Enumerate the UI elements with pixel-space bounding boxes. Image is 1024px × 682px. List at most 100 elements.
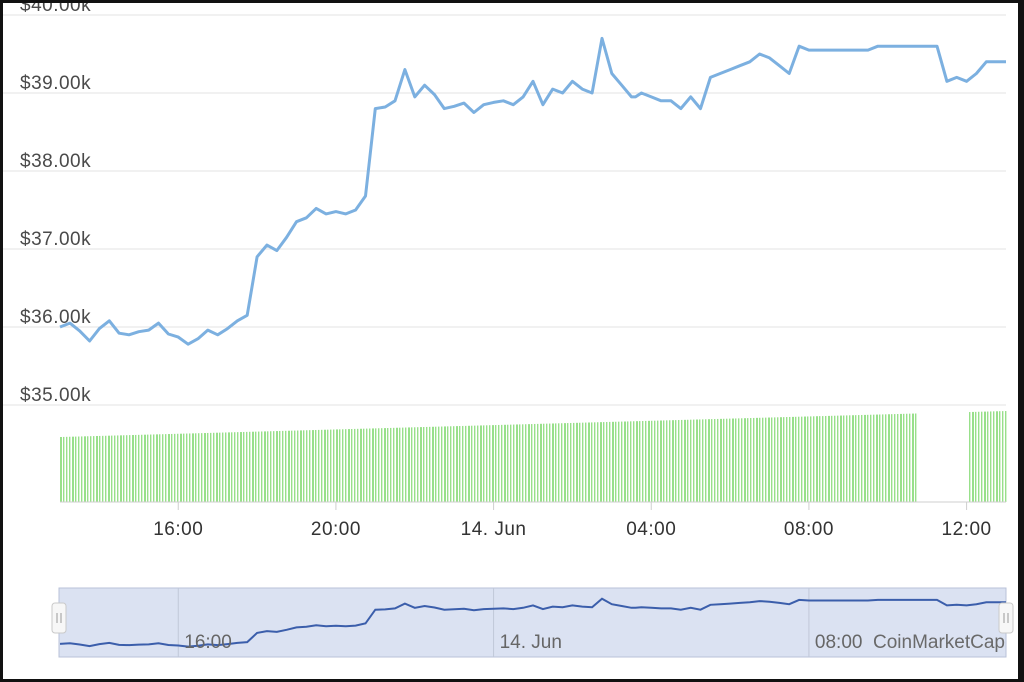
y-tick-label: $38.00k (20, 151, 91, 172)
volume-bar (876, 414, 878, 502)
volume-bar (81, 436, 83, 502)
volume-bar (297, 430, 299, 502)
volume-bar (282, 430, 284, 502)
volume-bar (846, 415, 848, 502)
volume-bar (786, 417, 788, 502)
volume-bar (171, 433, 173, 502)
volume-bar (234, 432, 236, 502)
navigator-ticks: 16:00 14. Jun 08:00 (184, 632, 862, 653)
volume-bar (546, 423, 548, 502)
volume-bar (615, 421, 617, 502)
volume-bar (333, 429, 335, 502)
volume-bar (816, 416, 818, 502)
volume-bar (366, 428, 368, 502)
volume-bar (207, 432, 209, 502)
volume-bar (738, 418, 740, 502)
volume-bar (411, 427, 413, 502)
y-tick-label: $35.00k (20, 385, 91, 406)
volume-bar (375, 428, 377, 502)
volume-bar (975, 411, 977, 502)
volume-bar (597, 422, 599, 502)
volume-bar (69, 436, 71, 502)
volume-bar (420, 427, 422, 502)
y-axis-ticks: $35.00k $36.00k $37.00k $38.00k $39.00k $40.0… (20, 0, 91, 406)
volume-bar (648, 420, 650, 502)
volume-bar (126, 435, 128, 502)
y-tick-label: $39.00k (20, 73, 91, 94)
volume-bar (558, 423, 560, 502)
volume-bar (447, 426, 449, 502)
volume-bar (885, 414, 887, 502)
volume-bar (312, 430, 314, 502)
volume-bar (714, 419, 716, 502)
volume-bar (510, 424, 512, 502)
time-navigator[interactable]: 16:00 14. Jun 08:00 (51, 587, 1014, 658)
volume-bar (195, 433, 197, 502)
volume-bar (645, 420, 647, 502)
volume-bar (765, 417, 767, 502)
volume-bar (75, 436, 77, 502)
y-tick-label: $36.00k (20, 307, 91, 328)
y-gridlines (0, 14, 1006, 406)
volume-bar (711, 419, 713, 502)
volume-bar (693, 419, 695, 502)
volume-bar (735, 418, 737, 502)
volume-bar (795, 416, 797, 502)
volume-bar (123, 435, 125, 502)
volume-bar (759, 417, 761, 502)
volume-bar (1005, 411, 1007, 502)
volume-bar (357, 428, 359, 502)
navigator-left-handle[interactable] (51, 602, 67, 634)
volume-bar (861, 414, 863, 502)
volume-bar (888, 414, 890, 502)
volume-bar (468, 425, 470, 502)
volume-bar (858, 415, 860, 502)
volume-bar (609, 421, 611, 502)
volume-bar (726, 418, 728, 502)
volume-bar (291, 430, 293, 502)
volume-bar (717, 418, 719, 502)
volume-bar (882, 414, 884, 502)
volume-bar (162, 434, 164, 502)
volume-bar (591, 422, 593, 502)
volume-bar (708, 419, 710, 502)
volume-bar (804, 416, 806, 502)
volume-bar (552, 423, 554, 502)
volume-bar (246, 431, 248, 502)
volume-bar (555, 423, 557, 502)
volume-bar (315, 429, 317, 502)
x-tick-label: 16:00 (153, 519, 203, 540)
volume-bar (618, 421, 620, 502)
volume-bar (900, 413, 902, 502)
volume-bar (801, 416, 803, 502)
volume-bar (702, 419, 704, 502)
volume-bar (249, 431, 251, 502)
navigator-right-handle[interactable] (998, 602, 1014, 634)
volume-bar (180, 433, 182, 502)
y-tick-label: $37.00k (20, 229, 91, 250)
volume-bar (108, 435, 110, 502)
volume-bar (78, 436, 80, 502)
volume-bar (579, 422, 581, 502)
volume-bar (444, 426, 446, 502)
volume-bar (300, 430, 302, 502)
volume-bar (531, 424, 533, 502)
volume-bar (351, 429, 353, 502)
volume-bar (915, 413, 917, 502)
volume-bar (507, 424, 509, 502)
volume-bar (993, 411, 995, 502)
volume-bar (525, 424, 527, 502)
volume-bar (873, 414, 875, 502)
volume-bar (621, 421, 623, 502)
volume-bar (339, 429, 341, 502)
x-axis-ticks: 16:00 20:00 14. Jun 04:00 08:00 12:00 (153, 502, 991, 540)
volume-bar (825, 415, 827, 502)
volume-bar (402, 427, 404, 502)
volume-bar (774, 417, 776, 502)
volume-bar (822, 416, 824, 502)
volume-bar (576, 422, 578, 502)
volume-bar (777, 417, 779, 502)
volume-bar (612, 421, 614, 502)
volume-bar (813, 416, 815, 502)
volume-bar (303, 430, 305, 502)
